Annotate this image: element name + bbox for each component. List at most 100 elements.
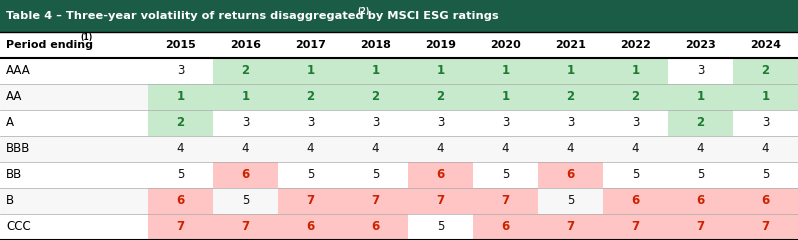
Bar: [0, 162, 798, 188]
Text: 2: 2: [631, 90, 639, 103]
Bar: [668, 110, 733, 136]
Text: 2: 2: [567, 90, 575, 103]
Bar: [343, 214, 408, 240]
Text: AA: AA: [6, 90, 22, 103]
Text: 7: 7: [631, 221, 639, 234]
Text: AAA: AAA: [6, 65, 31, 78]
Text: BBB: BBB: [6, 143, 30, 156]
Text: 1: 1: [697, 90, 705, 103]
Bar: [0, 110, 798, 136]
Text: 5: 5: [372, 168, 379, 181]
Bar: [538, 84, 603, 110]
Text: 6: 6: [501, 221, 510, 234]
Bar: [278, 58, 343, 84]
Bar: [0, 84, 798, 110]
Text: 6: 6: [761, 194, 769, 208]
Text: 4: 4: [176, 143, 184, 156]
Bar: [668, 188, 733, 214]
Bar: [213, 162, 278, 188]
Bar: [148, 110, 213, 136]
Text: 2: 2: [761, 65, 769, 78]
Text: 4: 4: [306, 143, 314, 156]
Text: (1): (1): [80, 33, 93, 42]
Text: 5: 5: [242, 194, 249, 208]
Bar: [733, 188, 798, 214]
Bar: [278, 214, 343, 240]
Text: BB: BB: [6, 168, 22, 181]
Text: 6: 6: [371, 221, 380, 234]
Bar: [213, 58, 278, 84]
Text: 1: 1: [176, 90, 184, 103]
Text: 3: 3: [306, 116, 314, 130]
Text: 3: 3: [177, 65, 184, 78]
Text: 5: 5: [502, 168, 509, 181]
Text: 5: 5: [306, 168, 314, 181]
Text: 2017: 2017: [295, 40, 326, 50]
Bar: [603, 214, 668, 240]
Bar: [538, 162, 603, 188]
Text: 2020: 2020: [490, 40, 521, 50]
Text: 2023: 2023: [685, 40, 716, 50]
Bar: [0, 0, 798, 32]
Text: 1: 1: [371, 65, 380, 78]
Text: 5: 5: [437, 221, 444, 234]
Bar: [0, 136, 798, 162]
Bar: [278, 188, 343, 214]
Text: 2021: 2021: [555, 40, 586, 50]
Text: 5: 5: [632, 168, 639, 181]
Bar: [408, 162, 473, 188]
Text: 3: 3: [502, 116, 509, 130]
Bar: [408, 188, 473, 214]
Text: A: A: [6, 116, 14, 130]
Text: 5: 5: [697, 168, 704, 181]
Text: 4: 4: [632, 143, 639, 156]
Bar: [668, 84, 733, 110]
Text: 1: 1: [567, 65, 575, 78]
Text: 7: 7: [371, 194, 380, 208]
Text: B: B: [6, 194, 14, 208]
Bar: [278, 84, 343, 110]
Bar: [343, 58, 408, 84]
Text: 6: 6: [697, 194, 705, 208]
Bar: [0, 32, 798, 58]
Bar: [148, 214, 213, 240]
Text: 4: 4: [567, 143, 575, 156]
Bar: [733, 58, 798, 84]
Text: 4: 4: [697, 143, 705, 156]
Text: 3: 3: [632, 116, 639, 130]
Bar: [213, 214, 278, 240]
Text: 1: 1: [501, 90, 510, 103]
Text: 1: 1: [437, 65, 444, 78]
Text: 3: 3: [697, 65, 704, 78]
Text: 3: 3: [762, 116, 769, 130]
Text: 1: 1: [306, 65, 314, 78]
Text: 2: 2: [371, 90, 380, 103]
Text: 1: 1: [761, 90, 769, 103]
Text: 7: 7: [567, 221, 575, 234]
Text: 6: 6: [567, 168, 575, 181]
Text: 4: 4: [762, 143, 769, 156]
Text: 2024: 2024: [750, 40, 781, 50]
Text: 3: 3: [242, 116, 249, 130]
Text: 7: 7: [437, 194, 444, 208]
Bar: [538, 214, 603, 240]
Text: 6: 6: [176, 194, 184, 208]
Text: 2: 2: [697, 116, 705, 130]
Text: 3: 3: [567, 116, 575, 130]
Bar: [343, 84, 408, 110]
Bar: [733, 214, 798, 240]
Bar: [538, 58, 603, 84]
Bar: [213, 84, 278, 110]
Text: 4: 4: [242, 143, 249, 156]
Text: 5: 5: [567, 194, 575, 208]
Bar: [473, 84, 538, 110]
Text: 7: 7: [697, 221, 705, 234]
Text: 1: 1: [501, 65, 510, 78]
Bar: [668, 214, 733, 240]
Text: 6: 6: [631, 194, 640, 208]
Text: 6: 6: [437, 168, 444, 181]
Text: 6: 6: [306, 221, 314, 234]
Text: 2019: 2019: [425, 40, 456, 50]
Text: 7: 7: [176, 221, 184, 234]
Text: 7: 7: [242, 221, 250, 234]
